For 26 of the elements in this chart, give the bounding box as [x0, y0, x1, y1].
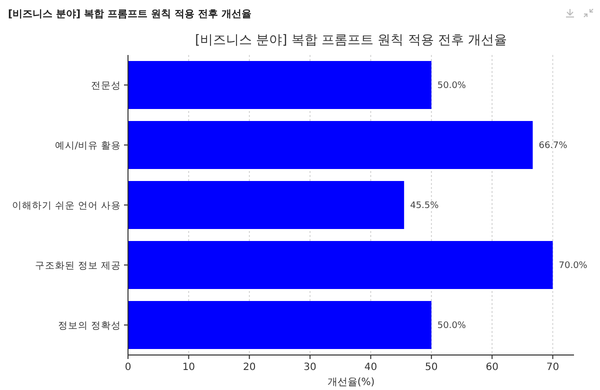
x-tick-label: 30	[304, 362, 316, 373]
text: [비즈니스 분야] 복합 프롬프트 원칙 적용 전후 개선율	[8, 9, 252, 20]
x-tick-label: 20	[242, 362, 256, 373]
x-tick-label: 70	[546, 362, 560, 373]
y-tick-label: 정보의 정확성	[58, 320, 121, 332]
bar	[128, 241, 553, 289]
data-label: 45.5%	[410, 201, 440, 212]
x-axis-title: 개선율(%)	[327, 377, 375, 388]
bar	[128, 61, 432, 109]
data-label: 66.7%	[538, 141, 568, 152]
x-tick-label: 50	[425, 362, 438, 373]
data-label: 70.0%	[558, 261, 588, 272]
bar	[128, 301, 432, 349]
y-tick-label: 전문성	[91, 80, 121, 92]
x-tick-label: 40	[364, 362, 378, 373]
data-label: 50.0%	[437, 321, 466, 332]
x-tick-label: 10	[182, 362, 196, 373]
bar	[128, 181, 404, 229]
x-tick-label: 60	[486, 362, 498, 373]
y-tick-label: 구조화된 정보 제공	[34, 260, 121, 272]
y-tick-label: 예시/비유 활용	[54, 140, 121, 152]
bar	[128, 121, 533, 169]
chart-title: [비즈니스 분야] 복합 프롬프트 원칙 적용 전후 개선율	[194, 33, 508, 48]
x-tick-label: 0	[124, 362, 132, 373]
data-label: 50.0%	[437, 81, 466, 92]
y-tick-label: 이해하기 쉬운 언어 사용	[12, 200, 121, 212]
